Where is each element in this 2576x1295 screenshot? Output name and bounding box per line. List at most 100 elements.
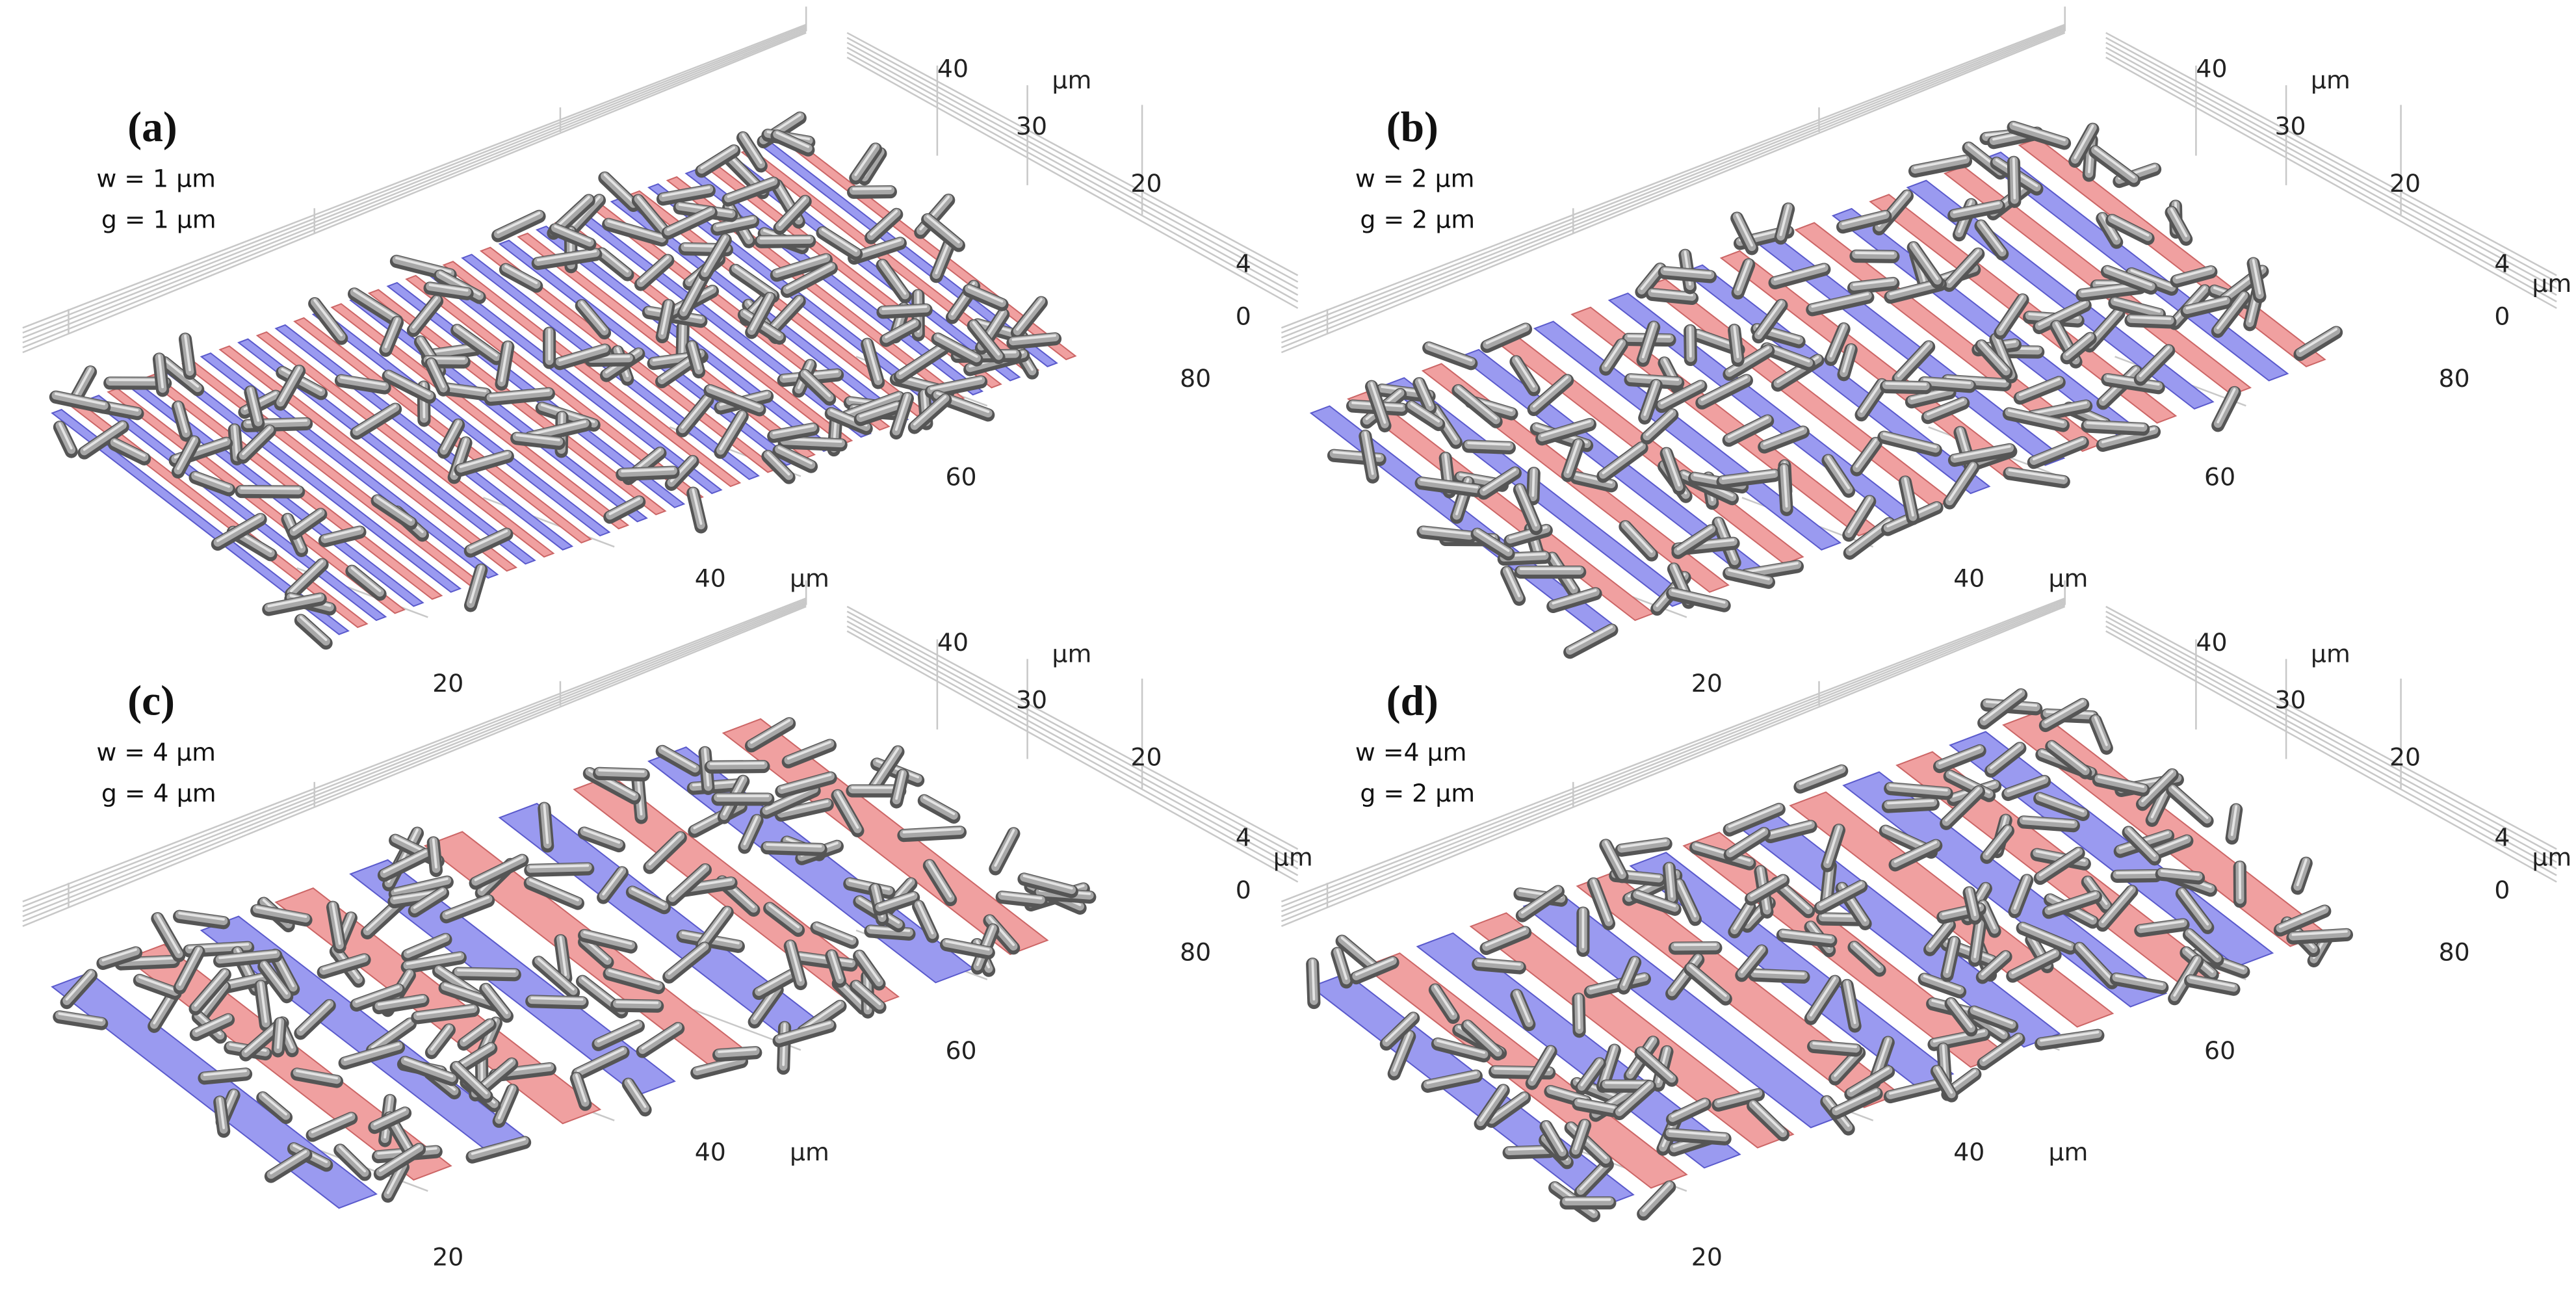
rod-shade xyxy=(1986,742,2024,774)
rod-shade xyxy=(2157,869,2203,881)
rod-highlight xyxy=(430,1025,450,1051)
rod-highlight xyxy=(203,1069,247,1077)
rod-shade xyxy=(852,980,884,1010)
rod-highlight xyxy=(2065,334,2092,356)
rod-highlight xyxy=(709,386,761,408)
rod-highlight xyxy=(621,467,675,473)
rod-shade xyxy=(2111,297,2164,317)
rod-highlight xyxy=(2101,214,2118,241)
rod-shade xyxy=(534,956,578,995)
axis-unit: μm xyxy=(1052,66,1091,94)
rod-shade xyxy=(757,235,814,244)
rod-highlight xyxy=(430,360,445,388)
rod-highlight xyxy=(261,1093,287,1116)
rod-highlight xyxy=(2216,293,2245,330)
rod-highlight xyxy=(779,800,829,813)
electrode xyxy=(88,395,387,621)
rod-shade xyxy=(796,952,856,968)
rod-highlight xyxy=(443,384,487,393)
rod-shade xyxy=(1020,873,1076,895)
rod-highlight xyxy=(178,947,200,986)
rod-shade xyxy=(866,925,913,937)
rod-highlight xyxy=(497,1086,514,1119)
rod-shade xyxy=(1979,1033,2023,1066)
rod-highlight xyxy=(233,425,239,457)
rod-highlight xyxy=(1936,1067,1953,1094)
rod-shade xyxy=(2008,949,2059,979)
rod-highlight xyxy=(1669,1130,1726,1137)
rod-highlight xyxy=(1392,1032,1411,1072)
rod-highlight xyxy=(1532,376,1569,408)
rod-highlight xyxy=(323,527,361,539)
rod-highlight xyxy=(854,982,881,1006)
rod-shade xyxy=(213,514,265,547)
rod-highlight xyxy=(2013,876,2029,910)
electrode xyxy=(1682,264,1991,495)
rod-shade xyxy=(2107,215,2152,241)
x-tick-label: 60 xyxy=(2204,462,2235,491)
rod-highlight xyxy=(1721,471,1776,480)
rod-shade xyxy=(2289,928,2351,941)
rod-highlight xyxy=(1437,1040,1485,1054)
x-tick-label: 20 xyxy=(432,1243,463,1272)
rod-shade xyxy=(400,1056,456,1082)
rod-shade xyxy=(1565,624,1616,655)
rod-highlight xyxy=(1410,402,1440,423)
rod-highlight xyxy=(1733,326,1739,358)
wall-line xyxy=(1281,604,2066,922)
wall-line xyxy=(1281,599,2066,908)
rod-shade xyxy=(373,495,415,526)
rod-highlight xyxy=(1689,964,1727,997)
panel: (b)w = 2 μmg = 2 μm4030204080604020μmμmμ… xyxy=(1281,7,2571,698)
rod-shade xyxy=(1847,1066,1893,1097)
z-tick-label: 0 xyxy=(1236,876,1251,904)
rod-highlight xyxy=(1340,936,1374,965)
rod-highlight xyxy=(858,951,881,982)
rod-shade xyxy=(762,785,818,815)
rod-highlight xyxy=(2078,943,2113,981)
axis-unit: μm xyxy=(790,1138,829,1166)
wall-line xyxy=(846,605,1299,850)
rod-highlight xyxy=(2012,123,2066,142)
rod-shade xyxy=(456,451,512,473)
rod-highlight xyxy=(750,294,772,331)
gap-param: g = 4 μm xyxy=(101,779,216,807)
rod-shade xyxy=(80,421,127,456)
rod-shade xyxy=(1572,472,1616,489)
rod-highlight xyxy=(1622,958,1637,986)
rod-highlight xyxy=(2074,124,2094,159)
wall-line xyxy=(846,610,1299,857)
rod-shade xyxy=(594,1020,643,1047)
rod-highlight xyxy=(296,1069,338,1080)
rod-highlight xyxy=(703,235,727,273)
rod-highlight xyxy=(988,916,1015,947)
rod-highlight xyxy=(1981,952,2007,976)
rod-highlight xyxy=(616,1001,659,1004)
rod-highlight xyxy=(1893,841,1938,863)
electrode xyxy=(442,261,742,488)
rod-shade xyxy=(1920,973,1964,995)
rod-shade xyxy=(1417,477,1481,493)
rod-shade xyxy=(2016,376,2064,401)
rod-highlight xyxy=(432,838,437,869)
rod-highlight xyxy=(1479,1086,1505,1122)
rod-highlight xyxy=(2298,328,2337,353)
rod-highlight xyxy=(2038,300,2087,326)
rod-shade xyxy=(747,718,794,749)
rod-highlight xyxy=(2086,421,2145,427)
rod-shade xyxy=(658,746,699,773)
rod-shade xyxy=(341,1041,403,1066)
x-tick-label: 60 xyxy=(2204,1036,2235,1065)
rod-highlight xyxy=(742,133,762,164)
rod-shade xyxy=(765,902,803,933)
rod-highlight xyxy=(1604,841,1624,875)
rod-shade xyxy=(775,445,816,469)
wall-line xyxy=(22,604,807,922)
rod-highlight xyxy=(768,904,800,928)
rod-shade xyxy=(1849,278,1897,291)
rod-highlight xyxy=(1990,744,2022,769)
rod-highlight xyxy=(660,746,697,768)
rod-highlight xyxy=(2116,871,2157,874)
rod-highlight xyxy=(2007,777,2046,792)
z-tick-label: 4 xyxy=(2494,250,2510,278)
